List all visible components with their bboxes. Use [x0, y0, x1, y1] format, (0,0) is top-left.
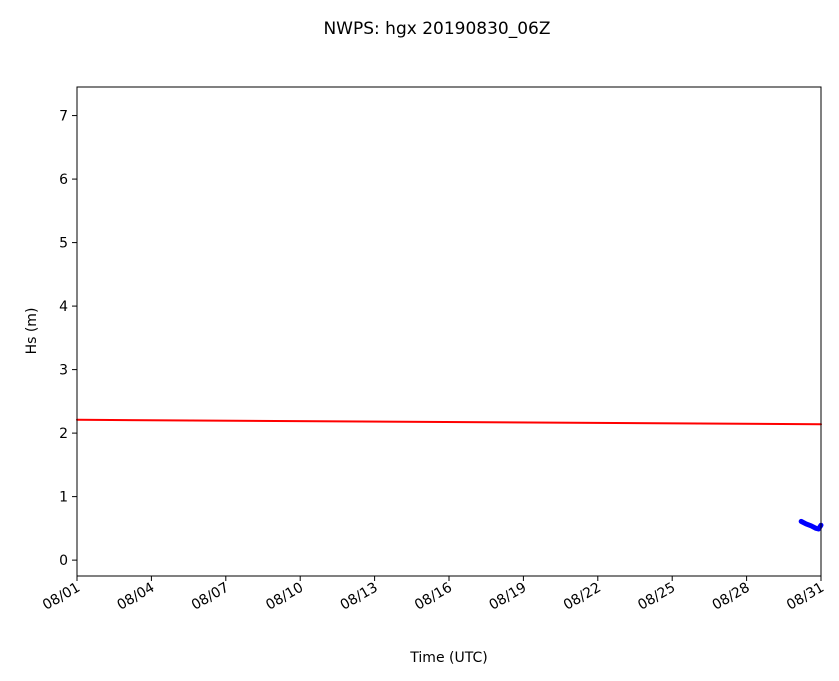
x-axis-label: Time (UTC): [409, 650, 487, 666]
x-tick-label: 08/10: [263, 580, 306, 614]
x-tick-label: 08/28: [710, 580, 753, 614]
chart-title: NWPS: hgx 20190830_06Z: [323, 19, 550, 39]
x-tick-label: 08/01: [40, 580, 83, 614]
y-tick-label: 7: [59, 109, 68, 125]
y-axis-label: Hs (m): [24, 308, 40, 355]
x-tick-label: 08/22: [561, 580, 604, 614]
x-tick-label: 08/13: [338, 580, 381, 614]
plot-frame: [76, 86, 822, 577]
series-line: [798, 518, 824, 532]
y-tick-label: 6: [59, 172, 68, 188]
x-tick-label: 08/31: [784, 580, 827, 614]
y-tick-label: 5: [59, 236, 68, 252]
y-tick-label: 3: [59, 363, 68, 379]
x-tick-label: 08/25: [635, 580, 678, 614]
y-tick-label: 1: [59, 490, 68, 506]
y-tick-label: 0: [59, 553, 68, 569]
x-tick-label: 08/16: [412, 580, 455, 614]
y-tick-label: 4: [59, 299, 68, 315]
x-tick-label: 08/07: [189, 580, 232, 614]
x-tick-label: 08/19: [486, 580, 529, 614]
y-tick-label: 2: [59, 426, 68, 442]
series-line: [76, 418, 822, 426]
x-tick-label: 08/04: [114, 580, 157, 614]
